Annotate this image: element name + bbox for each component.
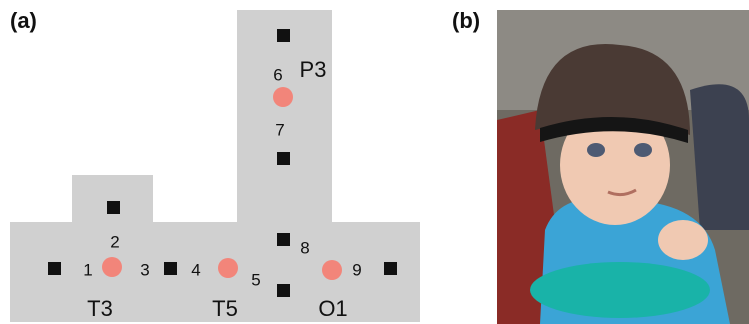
page: (a) 1 2 3 4 5 6 7 8 9 T3 T5 O1 P3 (b) [0,0,749,324]
channel-number: 3 [140,260,149,279]
figure: (a) 1 2 3 4 5 6 7 8 9 T3 T5 O1 P3 (b) [0,0,749,324]
channel-number: 4 [191,260,200,279]
source [218,258,238,278]
channel-number: 5 [251,270,260,289]
region-label: P3 [300,57,327,82]
source [102,257,122,277]
hand [658,220,708,260]
adult-arm [690,84,749,230]
detector [277,284,290,297]
channel-number: 9 [352,260,361,279]
eye [634,143,652,157]
source [322,260,342,280]
panel-label: (b) [452,8,480,33]
channel-number: 1 [83,260,92,279]
panel-label: (a) [10,8,37,33]
channel-number: 2 [110,232,119,251]
region-label: T3 [87,296,113,321]
channel-number: 7 [275,120,284,139]
detector [277,233,290,246]
detector [164,262,177,275]
photo [497,10,749,324]
detector [107,201,120,214]
detector [277,29,290,42]
region-label: O1 [318,296,347,321]
detector [384,262,397,275]
source [273,87,293,107]
region-shape [72,175,153,223]
region-label: T5 [212,296,238,321]
channel-number: 8 [300,238,309,257]
channel-number: 6 [273,65,282,84]
detector [277,152,290,165]
detector [48,262,61,275]
eye [587,143,605,157]
seat [530,262,710,318]
